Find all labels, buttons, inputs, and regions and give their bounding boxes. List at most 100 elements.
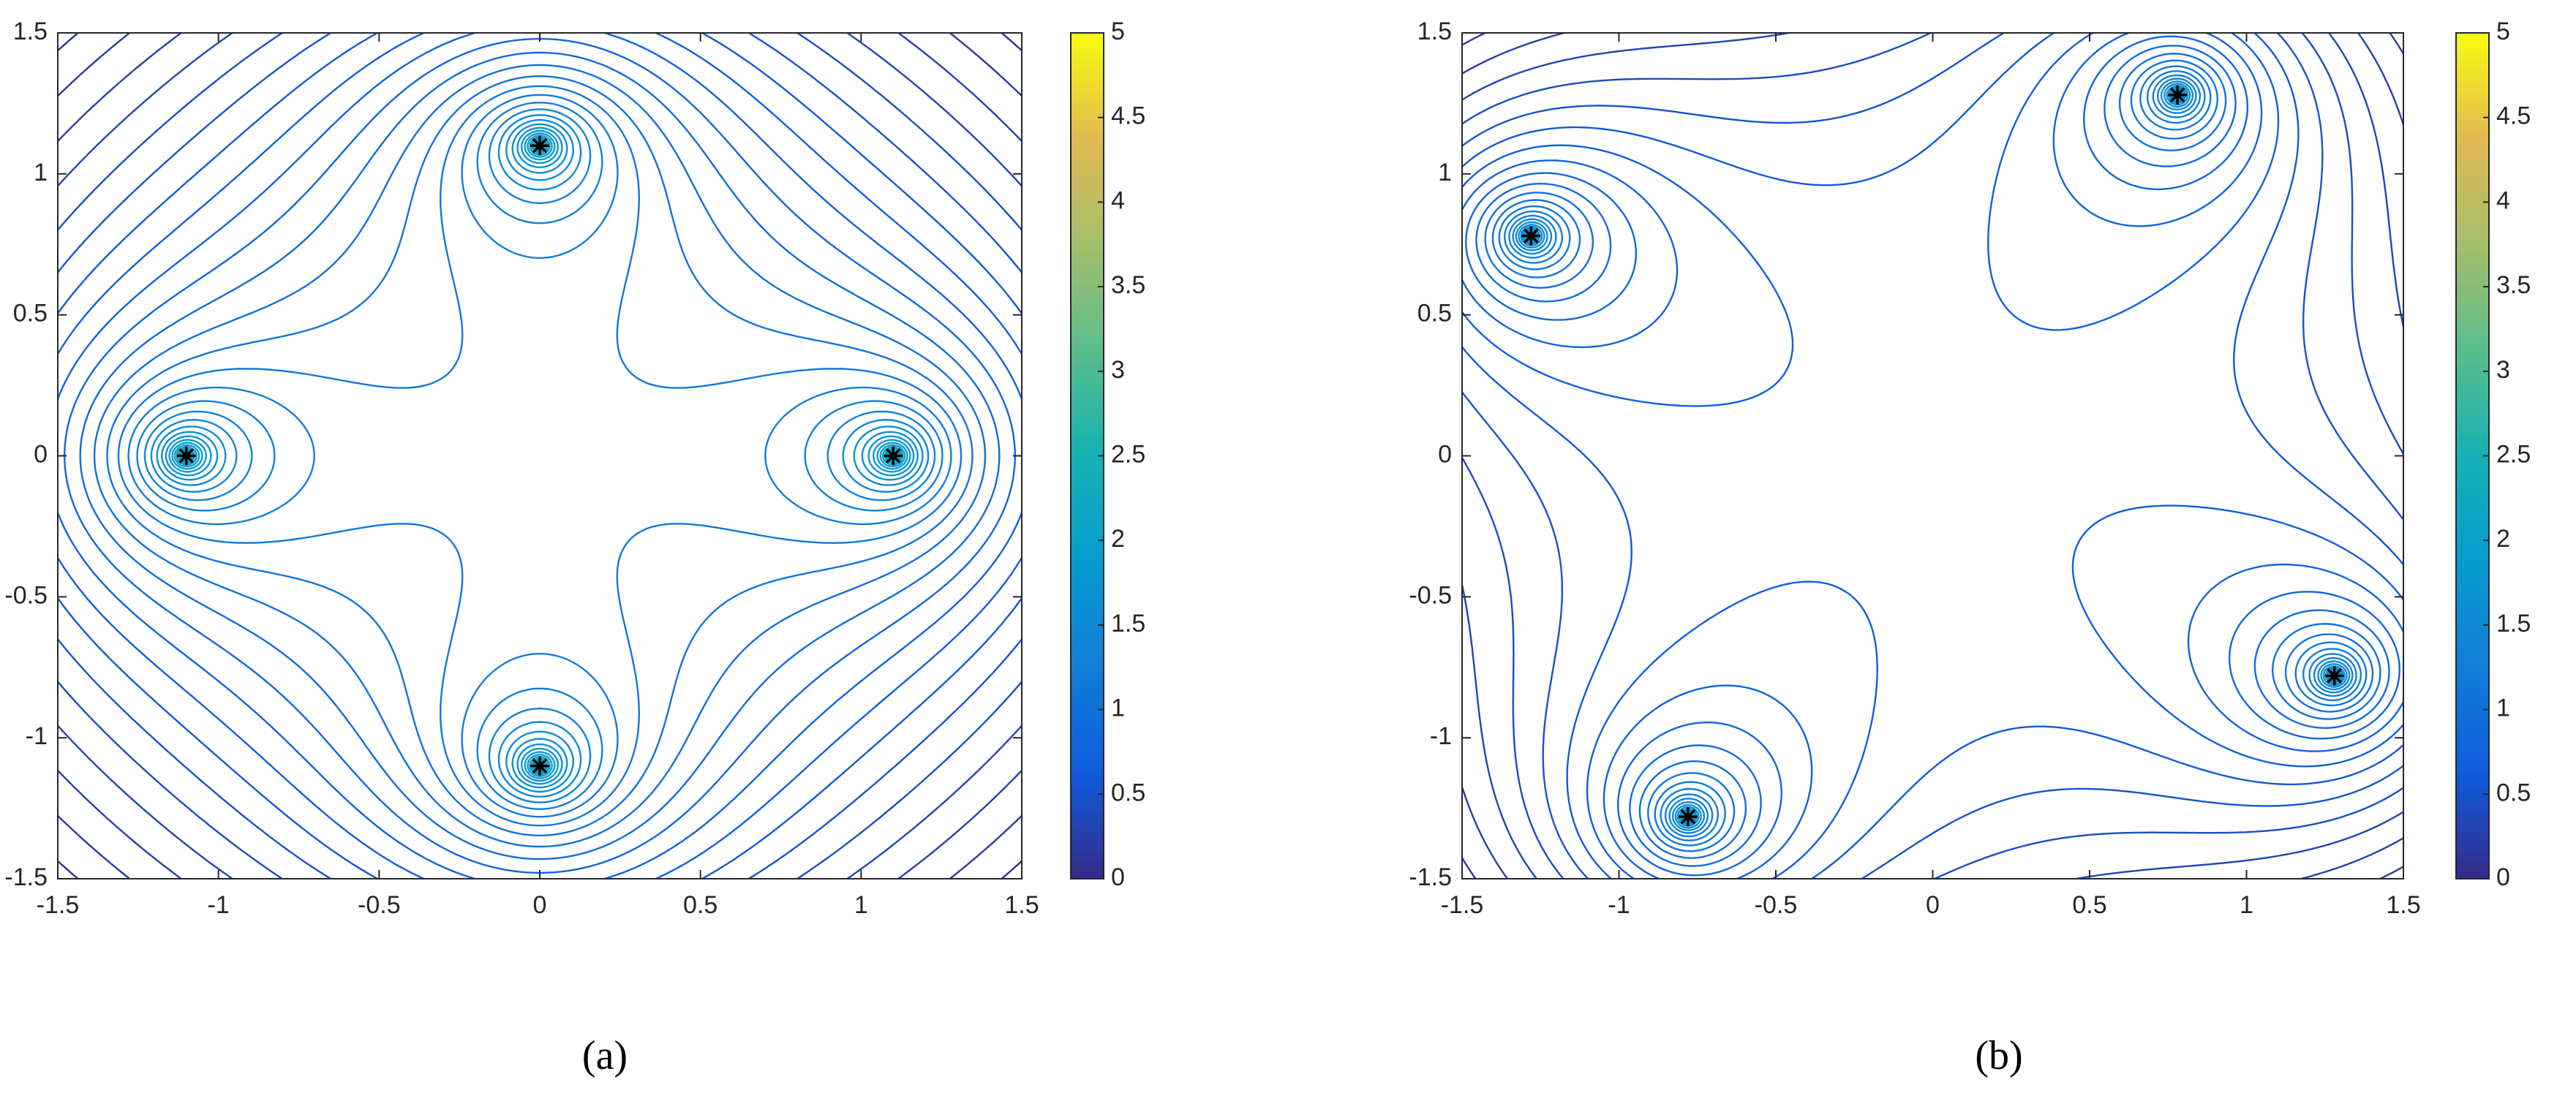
colorbar-cell [2456,423,2489,430]
colorbar-cell [2456,806,2489,814]
root-marker [2168,85,2188,105]
colorbar-cell [2456,614,2489,622]
contour-line [1475,45,2390,867]
colorbar-cell [2456,568,2489,575]
colorbar-cell [1071,416,1104,423]
colorbar-cell [1071,369,1104,377]
colorbar-cell [1071,575,1104,582]
colorbar-cell [2456,336,2489,344]
colorbar-cell [1071,614,1104,622]
contour-line [1462,33,2403,879]
colorbar-cell [1071,521,1104,529]
colorbar-cell [1071,184,1104,192]
colorbar-cell [1071,363,1104,371]
colorbar-cell [2456,442,2489,450]
colorbar-cell [1071,377,1104,384]
colorbar-cell [1071,349,1104,357]
root-marker [530,756,549,776]
colorbar-cell [2456,865,2489,873]
colorbar-cell [1071,812,1104,820]
colorbar-cell [2456,561,2489,569]
colorbar-cell [1071,581,1104,589]
colorbar-cell [2456,733,2489,741]
colorbar-cell [1071,548,1104,556]
colorbar-cell [2456,409,2489,417]
colorbar-cell [2456,191,2489,199]
colorbar-cell [2456,244,2489,251]
colorbar-cell [1071,390,1104,397]
colorbar-tick-label: 2 [1111,525,1125,553]
colorbar-cell [2456,238,2489,245]
colorbar-tick-label: 0 [1111,863,1125,891]
colorbar-cell [1071,164,1104,173]
contour-line [1484,53,2381,859]
colorbar-cell [1071,760,1104,767]
colorbar-cell [2456,462,2489,470]
colorbar-cell [2456,667,2489,675]
colorbar-cell [1071,740,1104,747]
colorbar-cell [1071,231,1104,238]
colorbar-tick-label: 2 [2496,525,2510,553]
x-tick-label: -1.5 [37,891,80,919]
colorbar-cell [1071,151,1104,159]
colorbar-cell [2456,145,2489,153]
colorbar-cell [2456,290,2489,298]
colorbar-cell [1071,746,1104,754]
colorbar-cell [1071,244,1104,251]
y-tick-label: -1 [1430,722,1452,750]
colorbar-cell [2456,858,2489,866]
colorbar-cell [1071,475,1104,483]
colorbar-cell [2456,812,2489,820]
colorbar-cell [1071,297,1104,305]
colorbar-cell [1071,92,1104,99]
colorbar-cell [1071,568,1104,575]
colorbar-cell [1071,423,1104,430]
root-marker [530,136,549,156]
colorbar-cell [2456,799,2489,807]
colorbar-cell [2456,303,2489,311]
colorbar-cell [1071,786,1104,794]
x-tick-label: 0.5 [2072,891,2106,919]
colorbar-tick-label: 4 [2496,186,2510,214]
colorbar-cell [1071,284,1104,292]
y-tick-label: -1 [26,722,48,750]
colorbar-cell [1071,310,1104,318]
colorbar-cell [2456,548,2489,556]
colorbar-cell [1071,290,1104,298]
colorbar-cell [2456,297,2489,305]
colorbar-cell [1071,654,1104,662]
colorbar-cell [1071,396,1104,404]
colorbar-cell [1071,429,1104,436]
colorbar-cell [2456,264,2489,272]
colorbar-cell [2456,680,2489,688]
colorbar-cell [1071,706,1104,714]
colorbar-tick-label: 0 [2496,863,2510,891]
colorbar-cell [2456,33,2489,40]
colorbar-cell [2456,469,2489,477]
colorbar-cell [1071,825,1104,833]
colorbar-cell [2456,528,2489,536]
colorbar-cell [1071,588,1104,595]
colorbar-cell [1071,46,1104,53]
colorbar-cell [2456,832,2489,840]
contour-line [1462,33,2403,879]
colorbar-cell [1071,197,1104,205]
contour-line [127,94,952,818]
colorbar-cell [2456,349,2489,357]
y-tick-label: -0.5 [1409,581,1452,609]
colorbar-cell [2456,601,2489,608]
colorbar-cell [1071,502,1104,510]
colorbar-cell [2456,377,2489,384]
colorbar-cell [2456,660,2489,668]
colorbar-cell [1071,871,1104,879]
contour-line [150,114,930,798]
colorbar-cell [2456,151,2489,159]
colorbar-cell [2456,403,2489,410]
colorbar-cell [1071,343,1104,351]
colorbar-cell [2456,594,2489,602]
colorbar-cell [1071,138,1104,146]
colorbar-cell [2456,475,2489,483]
colorbar-tick-label: 4 [1111,186,1125,214]
contour-line [58,33,1022,879]
